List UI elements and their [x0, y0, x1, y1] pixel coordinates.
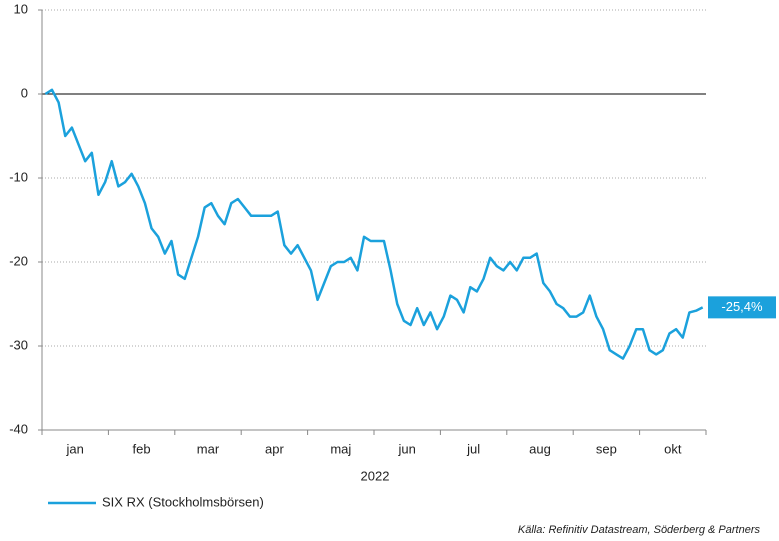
x-tick-label: feb [133, 441, 151, 456]
x-tick-label: maj [330, 441, 351, 456]
x-tick-label: mar [197, 441, 220, 456]
y-tick-label: -10 [9, 169, 28, 184]
y-tick-label: 0 [21, 85, 28, 100]
source-note: Källa: Refinitiv Datastream, Söderberg &… [518, 524, 761, 536]
x-tick-label: okt [664, 441, 682, 456]
x-tick-label: jul [466, 441, 480, 456]
y-tick-label: -40 [9, 421, 28, 436]
x-tick-label: apr [265, 441, 284, 456]
y-tick-label: 10 [14, 1, 28, 16]
x-tick-label: jun [398, 441, 416, 456]
x-axis-label: 2022 [361, 468, 390, 483]
y-tick-label: -20 [9, 253, 28, 268]
legend-label: SIX RX (Stockholmsbörsen) [102, 494, 264, 509]
x-tick-label: sep [596, 441, 617, 456]
x-tick-label: aug [529, 441, 551, 456]
line-series [44, 88, 704, 360]
y-tick-label: -30 [9, 337, 28, 352]
x-tick-label: jan [66, 441, 84, 456]
end-label: -25,4% [721, 299, 763, 314]
end-label-box [708, 296, 776, 319]
